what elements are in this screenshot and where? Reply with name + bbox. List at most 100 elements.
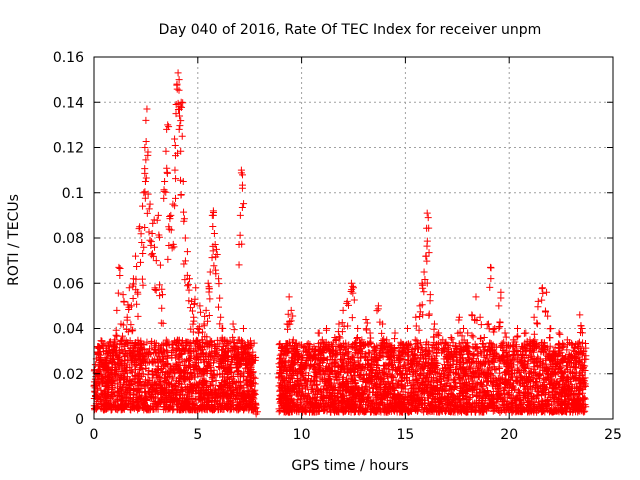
data-point	[295, 383, 303, 391]
data-point	[361, 352, 369, 360]
data-point	[496, 357, 504, 365]
data-point	[164, 352, 172, 360]
data-point	[201, 365, 209, 373]
data-point	[527, 368, 535, 376]
data-point	[197, 396, 205, 404]
data-point	[246, 377, 254, 385]
data-point	[159, 386, 167, 394]
data-point	[211, 390, 219, 398]
data-point	[581, 355, 589, 363]
data-point	[248, 382, 256, 390]
data-point	[508, 374, 516, 382]
data-point	[390, 401, 398, 409]
data-point	[301, 376, 309, 384]
data-point	[512, 397, 520, 405]
data-point	[201, 405, 209, 413]
data-point	[379, 344, 387, 352]
data-point	[111, 405, 119, 413]
data-point	[243, 387, 251, 395]
data-point	[136, 392, 144, 400]
data-point	[574, 407, 582, 415]
data-point	[237, 384, 245, 392]
data-point	[413, 361, 421, 369]
data-point	[473, 364, 481, 372]
data-point	[427, 367, 435, 375]
data-point	[343, 397, 351, 405]
data-point	[168, 381, 176, 389]
data-point	[342, 377, 350, 385]
data-point	[221, 378, 229, 386]
data-point	[392, 383, 400, 391]
data-point	[494, 384, 502, 392]
data-point	[530, 359, 538, 367]
data-point	[178, 386, 186, 394]
data-point	[216, 359, 224, 367]
data-point	[110, 356, 118, 364]
data-point	[412, 344, 420, 352]
data-point	[215, 381, 223, 389]
data-point	[384, 372, 392, 380]
data-points	[90, 69, 590, 418]
data-point	[364, 401, 372, 409]
data-point	[331, 367, 339, 375]
data-point	[405, 367, 413, 375]
data-point	[131, 362, 139, 370]
data-point	[297, 341, 305, 349]
data-point	[230, 385, 238, 393]
data-point	[244, 339, 252, 347]
data-point	[326, 393, 334, 401]
data-point	[492, 366, 500, 374]
data-point	[293, 388, 301, 396]
data-point	[122, 383, 130, 391]
data-point	[495, 365, 503, 373]
data-point	[350, 401, 358, 409]
data-point	[171, 381, 179, 389]
data-point	[382, 362, 390, 370]
data-point	[391, 390, 399, 398]
data-point	[152, 348, 160, 356]
data-point	[228, 369, 236, 377]
data-point	[94, 350, 102, 358]
data-point	[238, 397, 246, 405]
data-point	[144, 358, 152, 366]
data-point	[579, 386, 587, 394]
data-point	[575, 338, 583, 346]
data-point	[224, 391, 232, 399]
data-point	[541, 375, 549, 383]
data-point	[360, 374, 368, 382]
data-point	[287, 373, 295, 381]
data-point	[518, 363, 526, 371]
data-point	[180, 346, 188, 354]
data-point	[473, 389, 481, 397]
data-point	[142, 396, 150, 404]
data-point	[490, 363, 498, 371]
data-point	[226, 394, 234, 402]
data-point	[165, 369, 173, 377]
data-point	[197, 370, 205, 378]
data-point	[243, 381, 251, 389]
data-point	[412, 375, 420, 383]
data-point	[176, 351, 184, 359]
data-point	[354, 388, 362, 396]
data-point	[112, 371, 120, 379]
data-point	[438, 377, 446, 385]
data-point	[282, 368, 290, 376]
data-point	[156, 380, 164, 388]
data-point	[582, 340, 590, 348]
data-point	[206, 362, 214, 370]
data-point	[447, 402, 455, 410]
data-point	[520, 367, 528, 375]
data-point	[203, 398, 211, 406]
data-point	[140, 380, 148, 388]
data-point	[299, 391, 307, 399]
data-point	[209, 381, 217, 389]
data-point	[233, 405, 241, 413]
data-point	[175, 354, 183, 362]
data-point	[123, 369, 131, 377]
data-point	[417, 343, 425, 351]
data-point	[562, 387, 570, 395]
data-point	[434, 370, 442, 378]
data-point	[210, 386, 218, 394]
data-point	[164, 338, 172, 346]
data-point	[463, 369, 471, 377]
